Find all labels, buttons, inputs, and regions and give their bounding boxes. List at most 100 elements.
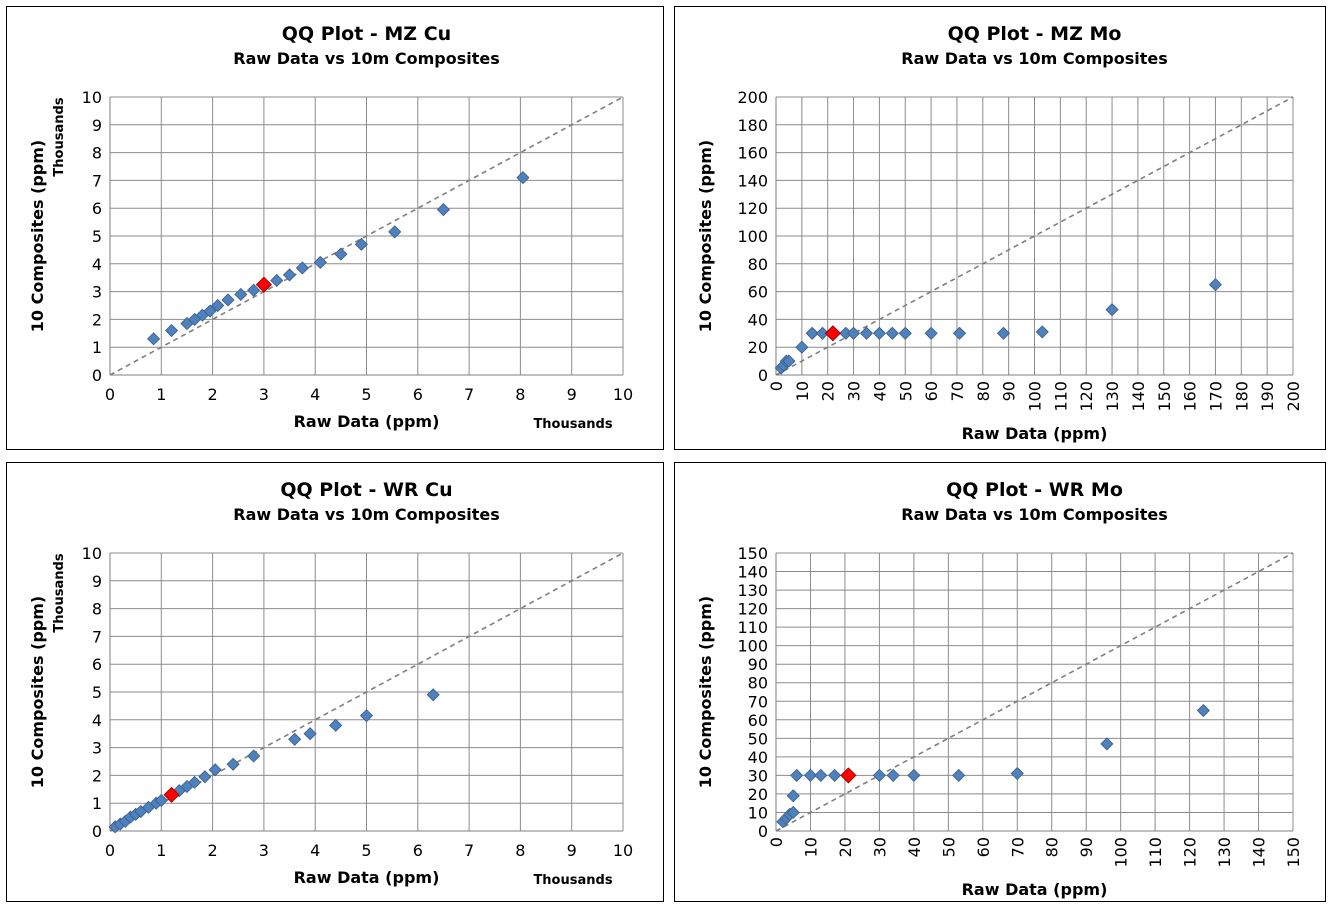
- data-point: [1105, 303, 1119, 317]
- y-tick-label: 140: [737, 563, 768, 582]
- y-tick-label: 3: [92, 283, 102, 302]
- data-point: [208, 763, 222, 777]
- data-point: [952, 768, 966, 782]
- reference-line-y-equals-x: [109, 96, 624, 376]
- x-tick-label: 90: [1000, 381, 1019, 401]
- data-point: [805, 326, 819, 340]
- y-tick-label: 0: [758, 366, 768, 385]
- y-tick-label: 5: [92, 683, 102, 702]
- x-tick-label: 5: [361, 385, 371, 404]
- x-tick-label: 120: [1077, 381, 1096, 412]
- x-tick-label: 10: [613, 841, 633, 860]
- data-point: [795, 340, 809, 354]
- x-tick-label: 10: [793, 381, 812, 401]
- x-tick-label: 70: [1008, 837, 1027, 857]
- data-point: [388, 225, 402, 239]
- data-point: [282, 268, 297, 282]
- y-tick-label: 60: [748, 283, 768, 302]
- data-point: [846, 326, 861, 340]
- y-tick-label: 200: [737, 88, 768, 107]
- y-tick-label: 4: [92, 255, 102, 274]
- y-axis-units-label: Thousands: [52, 97, 67, 176]
- chart-subtitle: Raw Data vs 10m Composites: [233, 49, 499, 68]
- x-tick-label: 110: [1146, 837, 1165, 868]
- data-point: [872, 768, 886, 782]
- data-point: [198, 770, 212, 784]
- data-point: [885, 326, 899, 340]
- y-tick-label: 1: [92, 338, 102, 357]
- data-point: [872, 326, 886, 340]
- qq-chart-svg: QQ Plot - WR Mo Raw Data vs 10m Composite…: [696, 479, 1303, 899]
- data-point: [815, 326, 830, 340]
- x-tick-label: 130: [1215, 837, 1234, 868]
- data-point: [828, 768, 842, 782]
- y-tick-label: 0: [758, 822, 768, 841]
- data-point: [270, 273, 284, 288]
- data-point: [786, 805, 800, 820]
- x-axis-label: Raw Data (ppm): [294, 868, 440, 887]
- data-point: [1010, 766, 1024, 781]
- data-point: [226, 757, 240, 771]
- x-tick-label: 200: [1284, 381, 1303, 412]
- x-tick-label: 80: [974, 381, 993, 401]
- qq-chart-svg: QQ Plot - WR Cu Raw Data vs 10m Composite…: [28, 479, 633, 888]
- data-point: [188, 775, 202, 789]
- y-tick-label: 130: [737, 581, 768, 600]
- x-tick-label: 30: [870, 837, 889, 857]
- y-axis-label: 10 Composites (ppm): [28, 140, 47, 333]
- x-tick-label: 160: [1181, 381, 1200, 412]
- x-tick-label: 150: [1155, 381, 1174, 412]
- x-tick-label: 60: [922, 381, 941, 401]
- x-axis-units-label: Thousands: [533, 873, 612, 888]
- x-tick-label: 0: [767, 381, 786, 391]
- data-point: [203, 304, 217, 318]
- x-tick-label: 3: [259, 841, 269, 860]
- data-point: [303, 727, 317, 741]
- y-tick-label: 120: [737, 199, 768, 218]
- data-point: [898, 326, 912, 340]
- y-tick-label: 1: [92, 794, 102, 813]
- y-tick-label: 100: [737, 227, 768, 246]
- x-tick-label: 1: [156, 385, 166, 404]
- x-tick-label: 4: [310, 385, 320, 404]
- y-tick-label: 50: [748, 729, 768, 748]
- reference-line-y-equals-x: [109, 552, 624, 832]
- x-tick-label: 8: [515, 385, 525, 404]
- highlighted-data-point: [163, 786, 180, 803]
- data-point: [354, 237, 368, 251]
- y-tick-label: 9: [92, 116, 102, 135]
- x-tick-label: 50: [939, 837, 958, 857]
- data-point: [247, 749, 261, 763]
- x-tick-label: 30: [845, 381, 864, 401]
- y-tick-label: 140: [737, 171, 768, 190]
- y-tick-label: 7: [92, 627, 102, 646]
- chart-title: QQ Plot - MZ Mo: [948, 23, 1122, 45]
- x-tick-label: 40: [870, 381, 889, 401]
- y-tick-label: 100: [737, 637, 768, 656]
- chart-panel-mz-cu: QQ Plot - MZ Cu Raw Data vs 10m Composite…: [6, 6, 664, 450]
- y-tick-label: 2: [92, 766, 102, 785]
- data-point: [859, 326, 874, 340]
- data-point: [221, 293, 235, 307]
- y-tick-label: 80: [748, 674, 768, 693]
- qq-chart-svg: QQ Plot - MZ Cu Raw Data vs 10m Composite…: [28, 23, 633, 432]
- gridlines: [775, 552, 1294, 832]
- qq-chart-svg: QQ Plot - MZ Mo Raw Data vs 10m Composite…: [696, 23, 1303, 443]
- y-tick-label: 6: [92, 199, 102, 218]
- y-tick-label: 60: [748, 711, 768, 730]
- data-point: [1208, 278, 1223, 292]
- y-tick-label: 0: [92, 822, 102, 841]
- x-tick-label: 140: [1129, 381, 1148, 412]
- chart-title: QQ Plot - WR Mo: [946, 479, 1123, 501]
- y-tick-label: 10: [748, 803, 768, 822]
- data-point: [334, 247, 348, 261]
- x-tick-label: 130: [1103, 381, 1122, 412]
- y-axis-label: 10 Composites (ppm): [696, 140, 715, 333]
- y-tick-label: 9: [92, 572, 102, 591]
- x-tick-label: 6: [413, 385, 423, 404]
- data-point: [1035, 325, 1049, 339]
- x-tick-label: 190: [1258, 381, 1277, 412]
- chart-panel-wr-cu: QQ Plot - WR Cu Raw Data vs 10m Composite…: [6, 462, 664, 902]
- y-tick-label: 90: [748, 655, 768, 674]
- data-point: [313, 255, 327, 269]
